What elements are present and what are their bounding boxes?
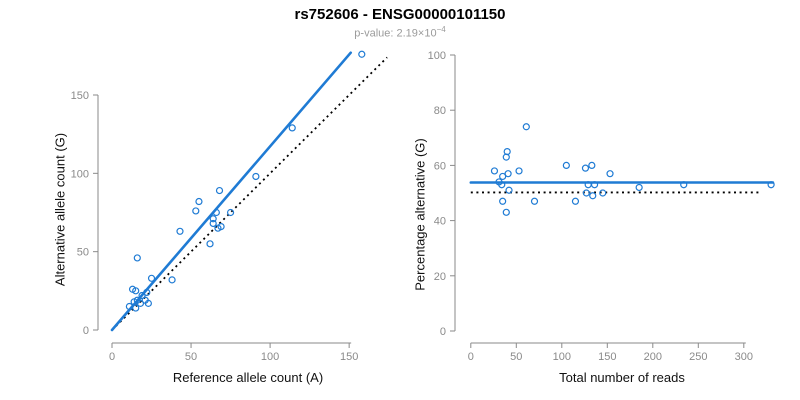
pvalue-exponent: −4	[436, 25, 446, 34]
x-tick-label: 50	[185, 351, 197, 363]
scatter-point	[206, 240, 214, 248]
scatter-point	[606, 170, 614, 178]
scatter-point	[581, 164, 590, 172]
x-tick-label: 300	[735, 351, 753, 363]
scatter-point	[132, 287, 140, 295]
scatter-point	[252, 172, 260, 181]
scatter-point	[680, 181, 688, 189]
scatter-point	[635, 183, 643, 192]
scatter-point	[226, 208, 235, 217]
scatter-point	[209, 219, 217, 228]
x-tick-label: 100	[261, 351, 279, 363]
scatter-point	[133, 254, 141, 262]
x-tick-label: 0	[109, 351, 115, 363]
scatter-point	[147, 274, 156, 282]
scatter-point	[502, 208, 510, 216]
y-tick-label: 100	[428, 50, 446, 62]
scatter-point	[502, 153, 510, 161]
x-tick-label: 250	[689, 351, 707, 363]
scatter-point	[288, 124, 296, 132]
y-tick-label: 50	[77, 247, 89, 259]
scatter-point	[214, 224, 222, 232]
scatter-point	[767, 181, 775, 189]
right-y-axis-title: Percentage alternative (G)	[412, 138, 428, 291]
scatter-point	[176, 227, 184, 235]
x-tick-label: 100	[553, 351, 571, 363]
y-tick-label: 60	[434, 160, 446, 172]
scatter-point	[590, 181, 599, 189]
x-tick-label: 50	[510, 351, 522, 363]
scatter-point	[515, 167, 523, 175]
scatter-point	[498, 181, 506, 189]
scatter-point	[522, 123, 530, 131]
y-tick-label: 20	[434, 271, 446, 283]
scatter-point	[132, 304, 140, 312]
scatter-point	[136, 299, 145, 307]
scatter-point	[530, 197, 539, 205]
scatter-point	[499, 197, 507, 205]
x-tick-label: 150	[340, 351, 358, 363]
scatter-point	[130, 298, 138, 306]
x-tick-label: 0	[468, 351, 474, 363]
fit-line	[110, 51, 353, 332]
scatter-point	[562, 161, 570, 169]
scatter-point	[588, 161, 596, 169]
scatter-point	[571, 197, 580, 205]
y-tick-label: 80	[434, 105, 446, 117]
scatter-point	[358, 50, 366, 58]
scatter-point	[212, 208, 220, 217]
scatter-point	[589, 192, 597, 200]
scatter-point	[125, 302, 133, 311]
x-tick-label: 200	[644, 351, 662, 363]
scatter-point	[195, 197, 203, 206]
scatter-point	[144, 299, 152, 307]
scatter-point	[168, 276, 176, 284]
scatter-point	[582, 189, 590, 197]
scatter-point	[599, 189, 607, 197]
scatter-point	[490, 167, 499, 175]
pvalue-subtitle: p-value: 2.19×10−4	[0, 25, 800, 40]
scatter-point	[499, 172, 507, 181]
page-title: rs752606 - ENSG00000101150	[294, 6, 506, 23]
pvalue-text: p-value: 2.19×10	[354, 27, 437, 40]
identity-line	[111, 56, 388, 331]
y-tick-label: 100	[71, 168, 89, 180]
left-y-axis-title: Alternative allele count (G)	[52, 132, 68, 287]
scatter-point	[505, 186, 513, 194]
y-tick-label: 40	[434, 216, 446, 228]
scatter-point	[215, 186, 224, 195]
y-tick-label: 0	[440, 326, 446, 338]
left-x-axis-title: Reference allele count (A)	[172, 370, 324, 385]
right-x-axis-title: Total number of reads	[559, 370, 685, 385]
scatter-point	[192, 207, 200, 215]
scatter-point	[504, 170, 512, 178]
scatter-point	[209, 215, 217, 223]
y-tick-label: 150	[71, 90, 89, 102]
x-tick-label: 150	[598, 351, 616, 363]
y-tick-label: 0	[83, 325, 89, 337]
